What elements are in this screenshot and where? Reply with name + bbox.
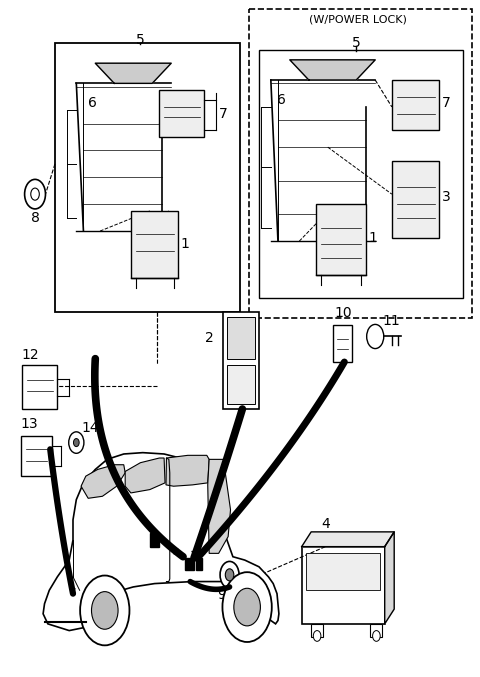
- Text: (W/POWER LOCK): (W/POWER LOCK): [309, 15, 407, 24]
- Circle shape: [222, 572, 272, 642]
- Text: 6: 6: [88, 97, 97, 110]
- Text: 1: 1: [180, 238, 190, 251]
- Text: 4: 4: [321, 517, 330, 531]
- Bar: [227, 317, 255, 359]
- Circle shape: [92, 592, 118, 629]
- Polygon shape: [196, 558, 202, 570]
- Circle shape: [234, 588, 261, 626]
- Circle shape: [225, 569, 234, 581]
- Text: 14: 14: [81, 421, 99, 435]
- Bar: [316, 204, 366, 275]
- Text: 5: 5: [136, 32, 145, 47]
- Polygon shape: [185, 558, 194, 570]
- Text: 1: 1: [368, 231, 377, 245]
- Text: 5: 5: [352, 36, 360, 50]
- Polygon shape: [81, 464, 125, 498]
- Text: 11: 11: [383, 314, 400, 328]
- Bar: [250, 9, 472, 318]
- Text: 12: 12: [22, 348, 39, 362]
- Text: 13: 13: [21, 417, 38, 431]
- Bar: [371, 624, 383, 637]
- Circle shape: [73, 439, 79, 447]
- Bar: [306, 553, 380, 590]
- Bar: [333, 325, 352, 362]
- Polygon shape: [150, 533, 159, 546]
- Circle shape: [367, 324, 384, 349]
- Bar: [392, 80, 439, 131]
- Text: 9: 9: [217, 588, 226, 602]
- Bar: [301, 546, 384, 624]
- Polygon shape: [290, 60, 375, 80]
- Polygon shape: [208, 460, 230, 553]
- Bar: [227, 366, 255, 403]
- Circle shape: [24, 179, 46, 209]
- Text: 2: 2: [205, 332, 214, 345]
- Text: 8: 8: [31, 211, 39, 225]
- Bar: [392, 160, 439, 238]
- Text: 10: 10: [334, 306, 351, 320]
- Circle shape: [313, 630, 321, 641]
- Circle shape: [31, 188, 39, 200]
- Bar: [311, 624, 323, 637]
- Bar: [159, 90, 204, 137]
- Bar: [223, 311, 259, 409]
- Bar: [21, 436, 52, 476]
- Polygon shape: [301, 532, 394, 546]
- Text: 7: 7: [219, 106, 228, 121]
- Text: 3: 3: [442, 190, 450, 204]
- Circle shape: [220, 561, 239, 588]
- Text: 6: 6: [277, 93, 286, 107]
- Circle shape: [80, 575, 130, 645]
- Text: 7: 7: [442, 97, 450, 110]
- Polygon shape: [96, 63, 171, 83]
- Polygon shape: [384, 532, 394, 624]
- Circle shape: [69, 432, 84, 454]
- Polygon shape: [125, 458, 165, 493]
- Bar: [55, 43, 240, 311]
- Bar: [259, 50, 463, 298]
- Polygon shape: [166, 456, 209, 486]
- Bar: [131, 211, 179, 278]
- Bar: [22, 366, 57, 409]
- Circle shape: [372, 630, 380, 641]
- Polygon shape: [43, 453, 279, 630]
